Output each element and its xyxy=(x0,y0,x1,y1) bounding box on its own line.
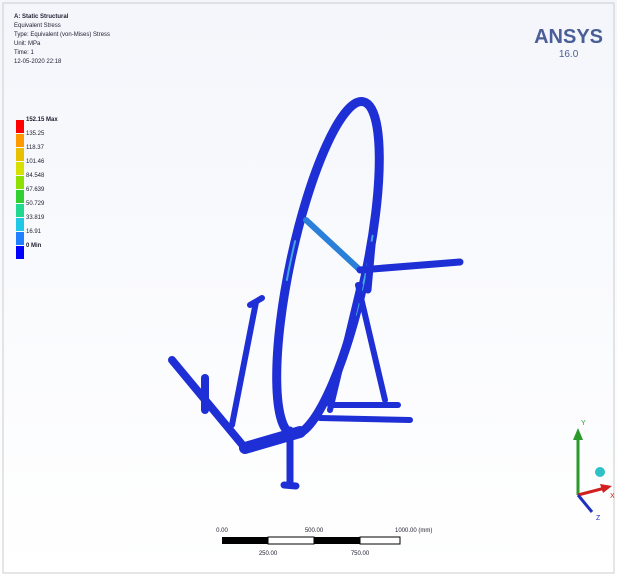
header-line: Unit: MPa xyxy=(14,41,40,47)
legend-swatch xyxy=(16,134,24,147)
axis-label: Y xyxy=(581,420,586,427)
legend-swatch xyxy=(16,176,24,189)
legend-swatch xyxy=(16,162,24,175)
scale-label: 750.00 xyxy=(351,551,370,557)
scale-label: 0.00 xyxy=(216,528,228,534)
viewport: 0.00 500.00 1000.00 (mm) 250.00 750.00 Y… xyxy=(0,0,617,576)
legend-label: 152.15 Max xyxy=(26,117,58,123)
legend-label: 101.46 xyxy=(26,159,44,165)
scale-label: 1000.00 (mm) xyxy=(395,528,432,534)
legend-swatch xyxy=(16,120,24,133)
legend-swatch xyxy=(16,204,24,217)
logo: ANSYS 16.0 xyxy=(534,26,603,60)
legend-swatch xyxy=(16,148,24,161)
legend-label: 33.819 xyxy=(26,215,44,221)
header-line: 12-05-2020 22:18 xyxy=(14,59,61,65)
legend-label: 84.548 xyxy=(26,173,44,179)
legend-swatch xyxy=(16,246,24,259)
legend-label: 67.639 xyxy=(26,187,44,193)
header-line: Type: Equivalent (von-Mises) Stress xyxy=(14,32,110,38)
triad: Y X Z xyxy=(573,420,615,522)
legend-label: 50.729 xyxy=(26,201,44,207)
model-view: 0.00 500.00 1000.00 (mm) 250.00 750.00 Y… xyxy=(0,0,617,576)
axis-label: Z xyxy=(596,515,601,522)
scale-label: 500.00 xyxy=(305,528,324,534)
structure xyxy=(172,94,460,486)
logo-name: ANSYS xyxy=(534,26,603,49)
frame xyxy=(3,3,614,573)
header-line: A: Static Structural xyxy=(14,14,68,20)
legend-swatch xyxy=(16,218,24,231)
legend-label: 16.91 xyxy=(26,229,41,235)
legend-label: 118.37 xyxy=(26,145,44,151)
legend-swatch xyxy=(16,190,24,203)
legend-label: 0 Min xyxy=(26,243,41,249)
header-line: Equivalent Stress xyxy=(14,23,61,29)
logo-version: 16.0 xyxy=(534,49,603,60)
axis-label: X xyxy=(610,493,615,500)
header-line: Time: 1 xyxy=(14,50,34,56)
legend-swatch xyxy=(16,232,24,245)
scale-bar xyxy=(222,537,400,544)
legend-label: 135.25 xyxy=(26,131,44,137)
scale-label: 250.00 xyxy=(259,551,278,557)
